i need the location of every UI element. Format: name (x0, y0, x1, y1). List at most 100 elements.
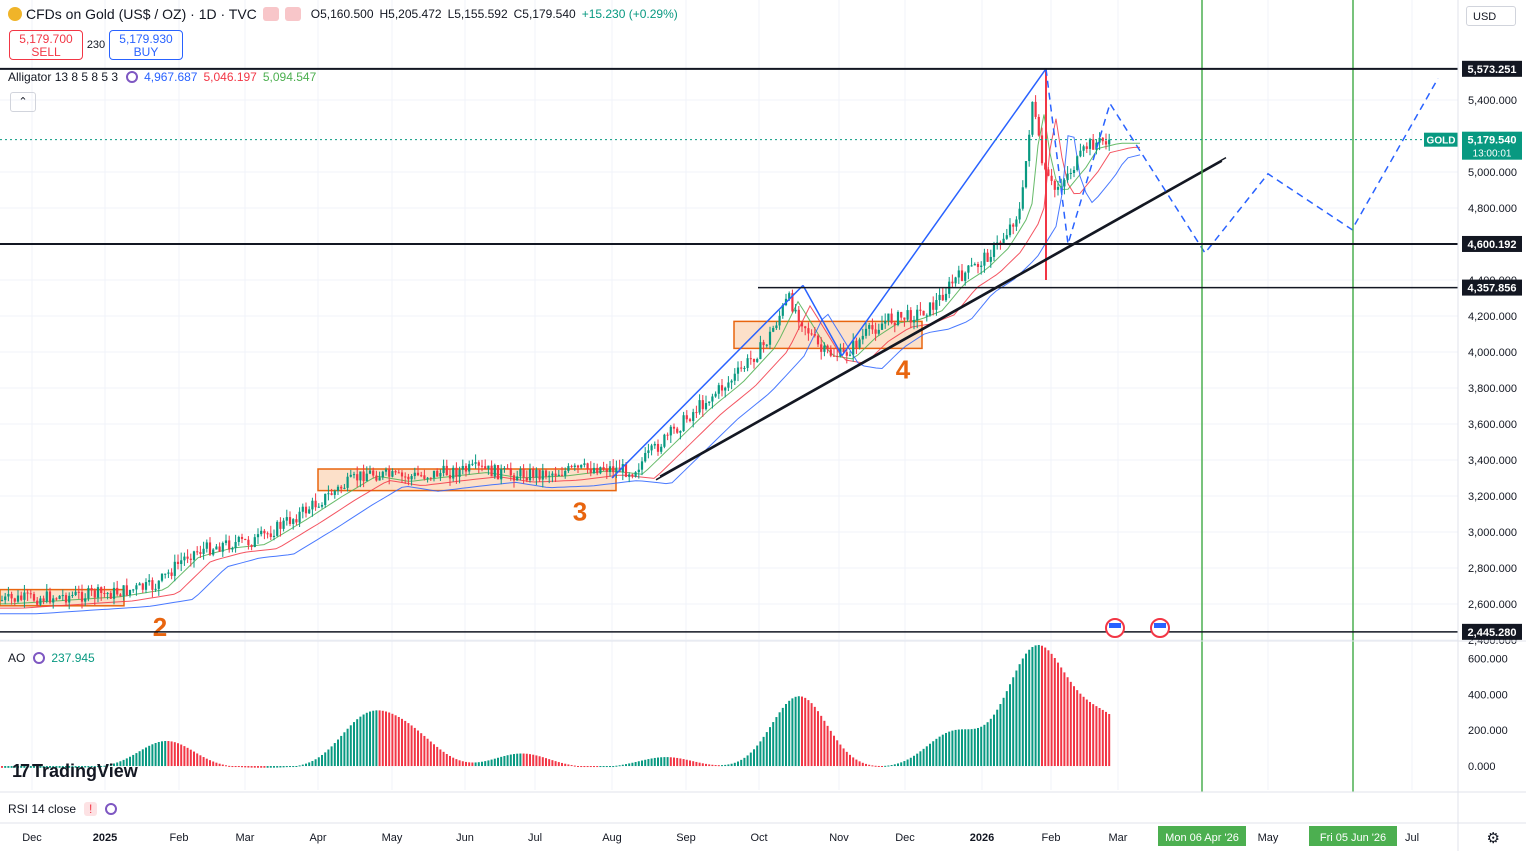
ao-bar (749, 752, 752, 767)
candle-body (276, 521, 279, 536)
candle-body (55, 598, 58, 600)
currency-select[interactable]: USD (1466, 6, 1516, 26)
candle-body (650, 445, 653, 451)
candle-body (538, 469, 541, 480)
candle-body (874, 329, 877, 334)
ao-bar (705, 763, 707, 767)
ao-bar (231, 766, 234, 768)
ao-bar (151, 744, 154, 767)
candle-body (39, 598, 42, 605)
symbol-title[interactable]: CFDs on Gold (US$ / OZ) · 1D · TVC (26, 6, 257, 22)
rsi-legend[interactable]: RSI 14 close ! (8, 802, 123, 816)
candle-body (496, 465, 500, 480)
ao-bar (228, 765, 231, 767)
candle-body (330, 493, 333, 495)
buy-button[interactable]: 5,179.930 BUY (109, 30, 183, 60)
change-value: +15.230 (+0.29%) (581, 7, 678, 21)
x-tick-label: May (1258, 832, 1279, 844)
alligator-lines (0, 114, 1141, 615)
gold-tag: GOLD (1427, 136, 1456, 147)
candle-body (580, 464, 583, 468)
ao-bar (180, 744, 183, 767)
ao-bar (599, 766, 602, 768)
ao-bar (295, 766, 298, 768)
ao-bar (897, 763, 899, 767)
ao-bar (132, 754, 135, 767)
y-tick-label: 4,800.000 (1468, 203, 1517, 215)
ao-bar (906, 759, 909, 767)
candle-body (797, 309, 800, 323)
ao-bar (602, 766, 605, 768)
y-tick-label: 3,200.000 (1468, 491, 1517, 503)
ao-bar (554, 761, 557, 767)
ao-bar (1037, 644, 1040, 767)
ao-bar (321, 754, 323, 767)
candle-body (848, 354, 852, 356)
candle-body (720, 385, 724, 391)
candle-body (1040, 135, 1044, 164)
candle-body (420, 475, 423, 477)
candle-body (765, 344, 768, 346)
ao-bar (420, 733, 423, 767)
ao-bar (257, 766, 259, 768)
candle-body (1056, 186, 1060, 190)
candle-body (868, 325, 871, 329)
candle-body (1072, 169, 1076, 173)
candle-body (144, 582, 148, 590)
candle-body (1092, 139, 1095, 150)
candle-body (224, 540, 228, 543)
flag-icon[interactable] (262, 7, 279, 21)
candle-body (253, 537, 256, 548)
ao-bar (682, 759, 685, 767)
ao-legend[interactable]: AO 237.945 (8, 651, 95, 665)
ao-bar (484, 761, 487, 767)
ao-bar (375, 710, 378, 767)
candle-body (596, 467, 599, 474)
alligator-legend[interactable]: Alligator 13 8 5 8 5 3 4,967.687 5,046.1… (8, 70, 316, 84)
candle-body (864, 328, 868, 336)
ao-bar (970, 729, 973, 767)
x-tick-label: Jul (528, 832, 542, 844)
ao-tick-label: 400.000 (1468, 689, 1508, 701)
ao-bar (1060, 667, 1063, 767)
candle-body (842, 348, 845, 353)
candle-body (45, 591, 48, 602)
settings-gear-icon[interactable]: ⚙ (1486, 830, 1500, 847)
ao-bar (1005, 691, 1008, 767)
candle-body (231, 548, 234, 550)
ao-bar (714, 765, 717, 767)
ao-bar (993, 714, 995, 767)
candle-body (237, 536, 240, 542)
ao-bar (215, 762, 218, 767)
candle-body (208, 542, 212, 555)
candle-body (160, 573, 164, 581)
tradingview-logo: 17 TradingView (12, 761, 138, 781)
sell-button[interactable]: 5,179.700 SELL (9, 30, 83, 60)
candle-body (519, 468, 522, 477)
candle-body (125, 585, 128, 596)
compare-icon[interactable] (284, 7, 301, 21)
ao-bar (801, 696, 803, 767)
candle-body (77, 591, 80, 593)
candle-body (301, 506, 304, 512)
candle-body (660, 446, 663, 452)
y-tick-label: 2,800.000 (1468, 563, 1517, 575)
ao-bar (945, 732, 947, 767)
ao-bar (621, 764, 624, 767)
ao-bar (573, 765, 576, 767)
ao-bar (404, 720, 407, 767)
candle-body (909, 310, 912, 323)
ao-bar (106, 765, 109, 767)
ao-bar (1047, 650, 1050, 767)
candle-body (285, 517, 288, 521)
ao-bar (497, 757, 499, 767)
candle-body (304, 506, 308, 514)
ao-bar (109, 764, 112, 767)
chevron-up-icon[interactable]: ⌃ (10, 92, 36, 112)
candle-body (676, 428, 679, 433)
candle-body (717, 385, 720, 394)
candle-body (404, 476, 407, 478)
candle-body (244, 538, 247, 540)
ao-bar (593, 766, 595, 768)
